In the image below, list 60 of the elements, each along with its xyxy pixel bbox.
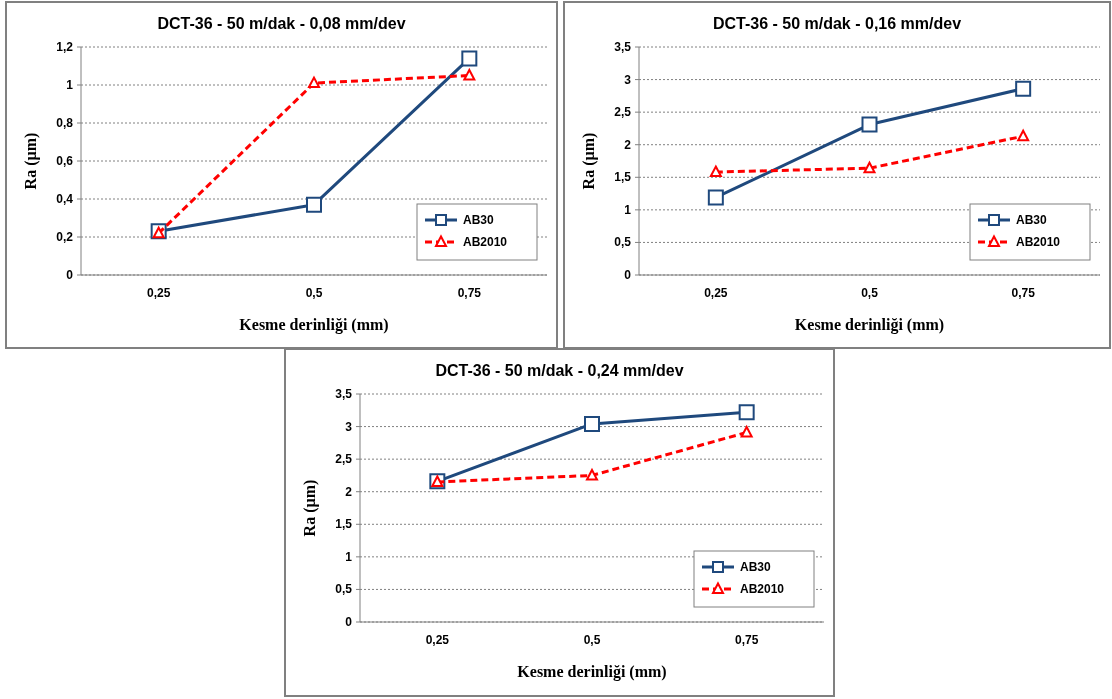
y-tick-label: 0 [66,268,74,282]
x-axis-title: Kesme derinliği (mm) [794,316,945,334]
point [1015,80,1032,97]
y-tick-label: 0,2 [56,230,74,244]
y-tick-label: 1 [66,78,74,92]
y-tick-label: 2,5 [335,452,353,467]
y-tick-label: 0,6 [56,154,74,168]
x-axis-title: Kesme derinliği (mm) [239,316,389,334]
point [709,165,722,178]
y-tick-label: 2 [624,137,632,152]
point [461,50,478,67]
chart-title: DCT-36 - 50 m/dak - 0,24 mm/dev [435,362,684,379]
y-tick-label: 2 [345,484,353,499]
y-tick-label: 0,5 [614,235,632,250]
y-tick-label: 0 [624,268,632,282]
point [584,415,600,432]
y-axis-title: Ra (µm) [580,132,598,190]
y-tick-label: 0,5 [335,582,353,597]
x-tick-label: 0,5 [305,286,323,300]
y-tick-label: 1 [345,549,353,564]
chart-title: DCT-36 - 50 m/dak - 0,08 mm/dev [157,15,406,32]
point [308,76,320,89]
y-tick-label: 0,8 [56,116,74,130]
x-tick-label: 0,5 [583,633,601,647]
x-tick-label: 0,25 [146,286,171,300]
x-tick-label: 0,75 [734,633,759,647]
legend-label: AB30 [463,213,495,227]
legend-label: AB2010 [1016,235,1061,249]
y-tick-label: 1,5 [335,517,353,532]
y-tick-label: 3,5 [614,40,632,54]
y-tick-label: 3,5 [335,387,353,401]
point [861,116,878,133]
y-tick-label: 1 [624,202,632,217]
point [863,161,876,174]
point [707,189,724,206]
y-tick-label: 3 [624,72,632,87]
legend-label: AB2010 [463,235,508,249]
legend-label: AB30 [1016,213,1048,227]
x-tick-label: 0,75 [457,286,482,300]
y-tick-label: 0 [345,615,353,629]
legend-label: AB2010 [740,582,785,596]
x-tick-label: 0,25 [425,633,450,647]
point [586,468,598,481]
legend-label: AB30 [740,560,772,574]
y-tick-label: 1,5 [614,170,632,185]
x-tick-label: 0,75 [1011,286,1036,300]
y-tick-label: 1,2 [56,40,74,54]
x-tick-label: 0,5 [861,286,879,300]
point [738,404,755,421]
x-axis-title: Kesme derinliği (mm) [517,663,667,681]
y-tick-label: 0,4 [56,192,74,206]
y-axis-title: Ra (µm) [301,479,319,537]
y-tick-label: 3 [345,419,353,434]
point [740,425,753,438]
y-axis-title: Ra (µm) [22,132,40,190]
y-tick-label: 2,5 [614,105,632,120]
chart-title: DCT-36 - 50 m/dak - 0,16 mm/dev [712,15,962,32]
point [306,196,322,213]
x-tick-label: 0,25 [704,286,728,300]
point [1017,129,1030,142]
